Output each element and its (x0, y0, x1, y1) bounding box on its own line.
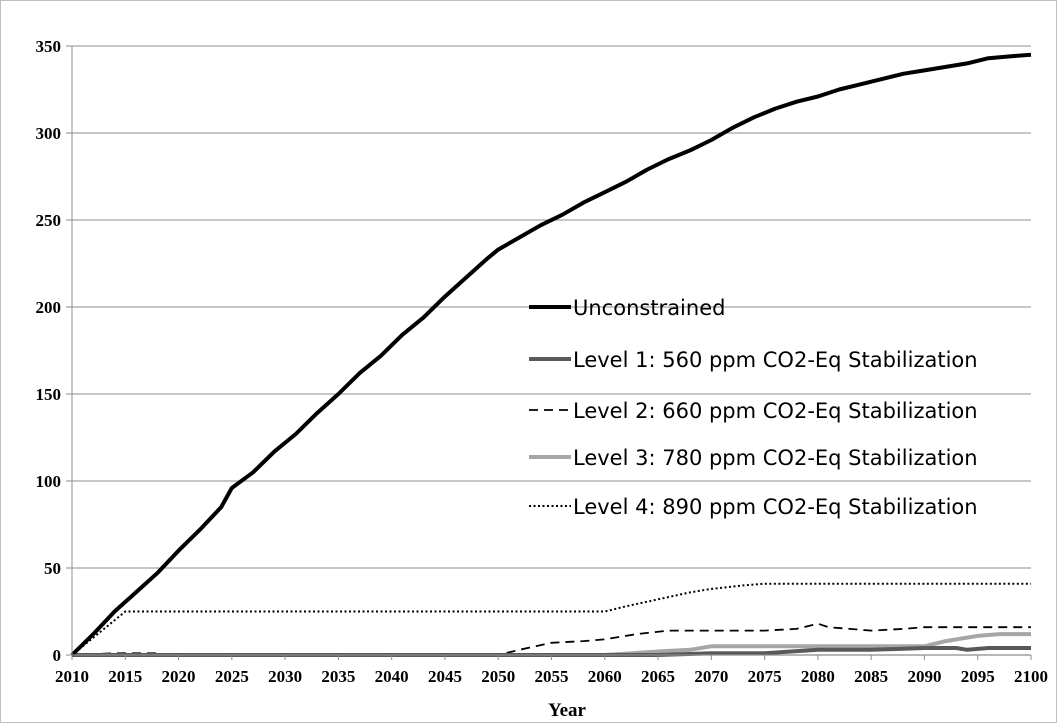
x-tick-label: 2045 (428, 667, 462, 686)
y-tick-label: 100 (36, 472, 62, 491)
x-tick-label: 2040 (375, 667, 409, 686)
legend-label-4: Level 3: 780 ppm CO2-Eq Stabilization (573, 446, 978, 470)
series-line-5 (71, 582, 1031, 656)
x-tick-label: 2035 (321, 667, 355, 686)
x-tick-label: 2070 (694, 667, 728, 686)
legend-label-3: Level 2: 660 ppm CO2-Eq Stabilization (573, 399, 978, 423)
y-tick-label: 300 (36, 124, 62, 143)
x-tick-label: 2030 (268, 667, 302, 686)
legend-label-5: Level 4: 890 ppm CO2-Eq Stabilization (573, 495, 978, 519)
x-tick-label: 2025 (215, 667, 249, 686)
x-tick-label: 2095 (961, 667, 995, 686)
y-tick-label: 250 (36, 211, 62, 230)
x-tick-label: 2080 (801, 667, 835, 686)
series-line-1 (70, 52, 1032, 657)
y-tick-label: 350 (36, 37, 62, 56)
y-tick-label: 0 (53, 646, 62, 665)
x-tick-label: 2010 (55, 667, 89, 686)
x-axis-title: Year (548, 700, 587, 721)
y-tick-label: 200 (36, 298, 62, 317)
legend: Unconstrained Level 1: 560 ppm CO2-Eq Sta… (529, 296, 978, 519)
x-tick-label: 2055 (535, 667, 569, 686)
legend-label-1: Unconstrained (573, 296, 725, 320)
axes (66, 45, 1032, 660)
x-tick-label: 2050 (481, 667, 515, 686)
x-tick-label: 2085 (854, 667, 888, 686)
x-tick-label: 2020 (162, 667, 196, 686)
tick-labels: 0 50 100 150 200 250 300 350 2010 2015 2020 2025 203… (36, 37, 1049, 686)
y-tick-label: 150 (36, 385, 62, 404)
x-tick-label: 2090 (907, 667, 941, 686)
legend-label-2: Level 1: 560 ppm CO2-Eq Stabilization (573, 348, 978, 372)
series-line-4 (72, 632, 1031, 657)
x-tick-label: 2060 (588, 667, 622, 686)
series-line-2 (72, 646, 1031, 657)
y-tick-label: 50 (44, 559, 61, 578)
x-tick-label: 2015 (108, 667, 142, 686)
x-tick-label: 2075 (748, 667, 782, 686)
x-tick-label: 2100 (1014, 667, 1048, 686)
x-tick-label: 2065 (641, 667, 675, 686)
